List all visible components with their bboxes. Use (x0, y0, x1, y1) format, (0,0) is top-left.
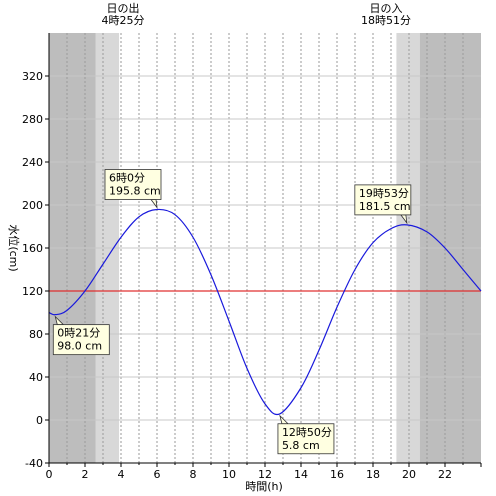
annotation-level: 5.8 cm (282, 439, 320, 452)
y-tick-label: 120 (22, 285, 43, 298)
annotation-box (52, 324, 110, 356)
x-tick-label: 18 (366, 468, 380, 481)
sunrise-label: 日の出 (107, 1, 140, 15)
x-tick-label: 4 (118, 468, 125, 481)
x-tick-label: 8 (190, 468, 197, 481)
series (48, 208, 482, 416)
y-tick-label: 40 (29, 371, 43, 384)
sunrise-time: 4時25分 (102, 14, 145, 27)
y-tick-label: 0 (36, 414, 43, 427)
x-tick-label: 2 (82, 468, 89, 481)
annotation-box (354, 184, 412, 216)
annotation-level: 98.0 cm (57, 340, 102, 353)
annotation-level: 181.5 cm (359, 200, 411, 213)
sunset-time: 18時51分 (361, 14, 411, 27)
x-tick-label: 22 (438, 468, 452, 481)
y-tick-label: 160 (22, 242, 43, 255)
x-tick-label: 14 (294, 468, 308, 481)
annotation-box (104, 169, 162, 200)
annotation-level: 195.8 cm (109, 185, 161, 198)
y-tick-label: 80 (29, 328, 43, 341)
x-tick-label: 20 (402, 468, 416, 481)
x-tick-label: 0 (46, 468, 53, 481)
y-tick-label: -40 (25, 457, 43, 470)
x-tick-label: 12 (258, 468, 272, 481)
y-tick-label: 240 (22, 156, 43, 169)
y-tick-label: 200 (22, 199, 43, 212)
annotation-time: 6時0分 (109, 172, 145, 185)
sun-times: 日の出 4時25分 日の入 18時51分 (102, 1, 412, 27)
series-line-0 (48, 208, 482, 416)
sunset-label: 日の入 (370, 2, 403, 15)
annotation-time: 12時50分 (282, 426, 332, 439)
y-tick-label: 280 (22, 113, 43, 126)
y-tick-label: 320 (22, 70, 43, 83)
x-tick-label: 6 (154, 468, 161, 481)
x-axis-label: 時間(h) (245, 480, 283, 493)
annotation-time: 0時21分 (57, 327, 100, 340)
x-tick-label: 16 (330, 468, 344, 481)
annotation-time: 19時53分 (359, 187, 409, 200)
x-tick-label: 10 (222, 468, 236, 481)
y-axis-label: 水位(cm) (7, 224, 21, 271)
annotation-box (277, 423, 335, 455)
